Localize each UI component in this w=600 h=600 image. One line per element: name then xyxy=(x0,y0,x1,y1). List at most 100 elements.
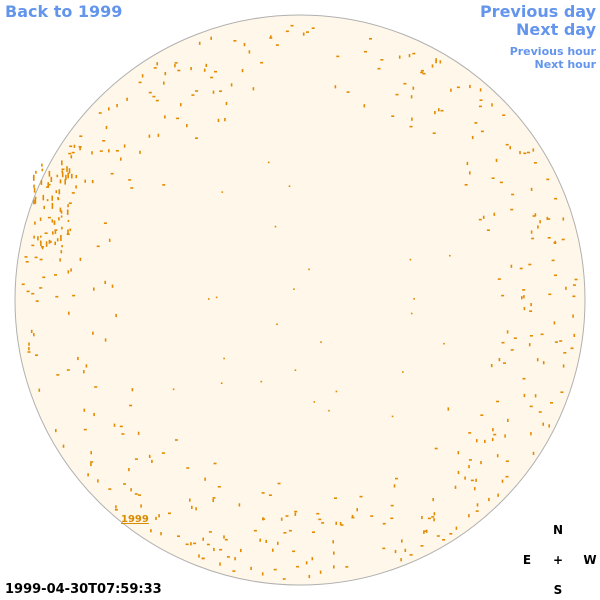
feature-mark xyxy=(54,230,57,234)
feature-mark xyxy=(313,401,316,403)
feature-mark xyxy=(311,557,314,561)
feature-mark xyxy=(51,219,54,223)
feature-mark xyxy=(540,333,544,336)
feature-mark xyxy=(457,451,460,455)
feature-mark xyxy=(219,562,221,566)
feature-mark xyxy=(128,468,130,472)
feature-mark xyxy=(506,330,509,334)
feature-mark xyxy=(391,415,394,418)
feature-mark xyxy=(120,157,122,161)
feature-mark xyxy=(277,482,281,485)
feature-mark xyxy=(468,465,470,469)
feature-mark xyxy=(413,298,415,300)
feature-mark xyxy=(84,179,86,183)
feature-mark xyxy=(78,146,82,148)
feature-mark xyxy=(83,428,87,431)
feature-mark xyxy=(104,338,107,342)
feature-mark xyxy=(431,516,435,518)
feature-mark xyxy=(319,570,322,574)
feature-mark xyxy=(390,504,394,507)
feature-mark xyxy=(217,118,220,122)
back-to-year-link[interactable]: Back to 1999 xyxy=(5,2,123,21)
feature-mark xyxy=(123,144,126,148)
feature-mark xyxy=(434,111,436,115)
feature-mark xyxy=(493,212,496,216)
feature-mark xyxy=(205,63,208,67)
feature-mark xyxy=(33,199,35,205)
feature-mark xyxy=(34,256,38,259)
feature-mark xyxy=(504,434,506,438)
feature-mark xyxy=(70,268,72,272)
feature-mark xyxy=(513,337,517,339)
feature-mark xyxy=(91,180,94,184)
feature-mark xyxy=(484,439,486,443)
feature-mark xyxy=(542,422,544,426)
feature-mark xyxy=(400,558,402,562)
feature-mark xyxy=(241,69,244,73)
feature-mark xyxy=(148,91,152,94)
feature-mark xyxy=(34,198,37,204)
feature-mark xyxy=(482,215,485,219)
feature-mark xyxy=(306,31,309,33)
feature-mark xyxy=(560,391,564,393)
feature-mark xyxy=(530,230,533,234)
feature-mark xyxy=(221,191,224,193)
feature-mark xyxy=(43,205,45,210)
feature-mark xyxy=(282,578,286,580)
feature-mark xyxy=(61,160,63,166)
feature-mark xyxy=(201,557,205,560)
feature-mark xyxy=(294,369,297,371)
previous-hour-link[interactable]: Previous hour xyxy=(509,45,596,58)
feature-mark xyxy=(130,187,134,189)
feature-mark xyxy=(30,329,33,333)
previous-day-link[interactable]: Previous day xyxy=(479,2,596,21)
feature-mark xyxy=(130,488,132,492)
feature-mark xyxy=(530,187,533,191)
feature-mark xyxy=(48,239,51,244)
feature-mark xyxy=(275,44,279,46)
feature-mark xyxy=(33,333,35,337)
feature-mark xyxy=(420,69,424,72)
feature-mark xyxy=(46,186,50,188)
feature-mark xyxy=(395,477,398,480)
feature-mark xyxy=(47,182,49,187)
feature-mark xyxy=(470,479,474,482)
feature-mark xyxy=(523,295,525,299)
feature-mark xyxy=(103,222,107,224)
feature-mark xyxy=(551,259,555,262)
feature-mark xyxy=(39,240,42,243)
feature-mark xyxy=(496,400,500,403)
feature-mark xyxy=(213,462,217,465)
feature-mark xyxy=(215,296,218,299)
feature-mark xyxy=(93,412,95,417)
feature-mark xyxy=(91,151,93,155)
feature-mark xyxy=(293,288,295,290)
feature-mark xyxy=(404,548,407,552)
feature-mark xyxy=(519,151,521,155)
feature-mark xyxy=(33,174,35,181)
feature-mark xyxy=(55,295,59,298)
next-day-link[interactable]: Next day xyxy=(516,20,596,39)
next-hour-link[interactable]: Next hour xyxy=(534,58,597,71)
feature-mark xyxy=(174,439,178,441)
year-label-link[interactable]: 1999 xyxy=(121,514,149,525)
feature-mark xyxy=(336,55,340,58)
compass-south: S xyxy=(553,583,563,597)
feature-mark xyxy=(491,437,494,442)
feature-mark xyxy=(447,407,450,411)
feature-mark xyxy=(67,219,70,222)
feature-mark xyxy=(473,487,476,491)
feature-mark xyxy=(574,278,578,281)
feature-mark xyxy=(412,52,416,55)
feature-mark xyxy=(294,512,297,516)
feature-mark xyxy=(213,547,215,552)
feature-mark xyxy=(79,147,81,151)
feature-mark xyxy=(60,250,63,254)
feature-mark xyxy=(119,425,123,428)
feature-mark xyxy=(219,90,222,92)
feature-mark xyxy=(168,512,171,515)
feature-mark xyxy=(157,133,160,137)
feature-mark xyxy=(507,418,509,422)
feature-mark xyxy=(50,176,53,182)
feature-mark xyxy=(104,280,106,284)
